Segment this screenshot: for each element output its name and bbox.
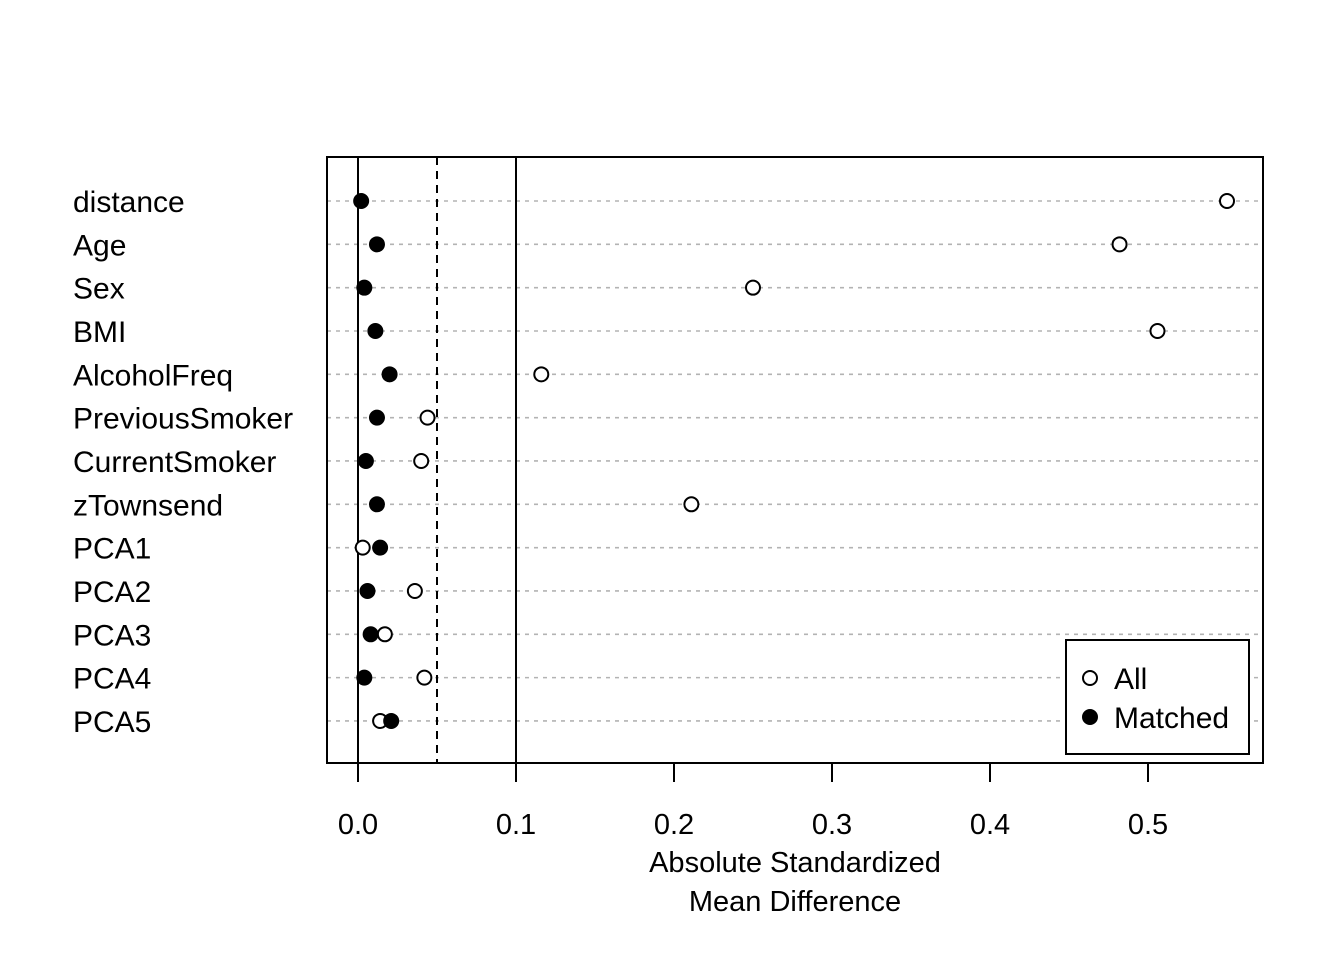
x-tick-label-5: 0.5 xyxy=(1128,809,1168,841)
category-label-Sex: Sex xyxy=(73,273,125,306)
point-all-Sex xyxy=(745,279,761,296)
point-matched-CurrentSmoker xyxy=(357,452,374,469)
point-all-AlcoholFreq xyxy=(533,366,550,383)
x-tick-label-4: 0.4 xyxy=(970,809,1010,841)
legend-matched-marker xyxy=(1082,709,1098,725)
row-gridlines xyxy=(327,200,1263,722)
category-labels: distance Age Sex BMI AlcoholFreq PreviousSmok… xyxy=(73,186,293,739)
category-label-PCA4: PCA4 xyxy=(73,663,151,696)
point-matched-Sex xyxy=(356,279,373,296)
legend: All Matched xyxy=(1065,639,1250,755)
x-axis-title-line-2: Mean Difference xyxy=(689,886,901,918)
point-all-PCA1 xyxy=(354,539,371,556)
category-label-BMI: BMI xyxy=(73,316,126,349)
x-tick-label-1: 0.1 xyxy=(496,809,536,841)
point-matched-PCA2 xyxy=(359,582,376,599)
data-points xyxy=(353,193,1235,729)
category-label-AlcoholFreq: AlcoholFreq xyxy=(73,359,233,392)
point-matched-PCA1 xyxy=(372,539,389,556)
legend-box xyxy=(1065,639,1250,755)
point-matched-BMI xyxy=(367,322,384,339)
x-axis: 0.0 0.1 0.2 0.3 0.4 0.5 xyxy=(338,762,1168,841)
point-all-zTownsend xyxy=(683,496,700,513)
point-matched-Age xyxy=(368,236,385,253)
point-all-PCA2 xyxy=(406,582,423,599)
x-tick-label-2: 0.2 xyxy=(654,809,694,841)
category-label-PCA5: PCA5 xyxy=(73,706,151,739)
point-matched-PreviousSmoker xyxy=(368,409,385,426)
category-label-distance: distance xyxy=(73,186,185,219)
x-tick-label-3: 0.3 xyxy=(812,809,852,841)
category-label-zTownsend: zTownsend xyxy=(73,489,223,522)
point-all-BMI xyxy=(1149,322,1166,339)
category-label-PCA1: PCA1 xyxy=(73,533,151,566)
point-matched-zTownsend xyxy=(368,496,385,513)
legend-matched-label: Matched xyxy=(1114,702,1229,735)
legend-all-label: All xyxy=(1114,663,1147,696)
x-tick-label-0: 0.0 xyxy=(338,809,378,841)
point-all-CurrentSmoker xyxy=(413,452,430,469)
x-axis-title-line-1: Absolute Standardized xyxy=(649,847,941,879)
point-matched-PCA5 xyxy=(383,712,400,729)
category-label-Age: Age xyxy=(73,229,126,262)
point-matched-PCA4 xyxy=(356,669,373,686)
point-matched-PCA3 xyxy=(362,626,379,643)
point-all-distance xyxy=(1219,193,1235,209)
category-label-CurrentSmoker: CurrentSmoker xyxy=(73,446,276,479)
category-label-PCA3: PCA3 xyxy=(73,619,151,652)
category-label-PreviousSmoker: PreviousSmoker xyxy=(73,403,293,436)
legend-all-marker xyxy=(1082,670,1098,686)
point-all-PreviousSmoker xyxy=(419,409,436,426)
point-matched-distance xyxy=(353,193,370,209)
point-all-Age xyxy=(1111,236,1128,253)
point-all-PCA3 xyxy=(376,626,393,643)
category-label-PCA2: PCA2 xyxy=(73,576,151,609)
point-all-PCA4 xyxy=(416,669,433,686)
point-matched-AlcoholFreq xyxy=(381,366,398,383)
